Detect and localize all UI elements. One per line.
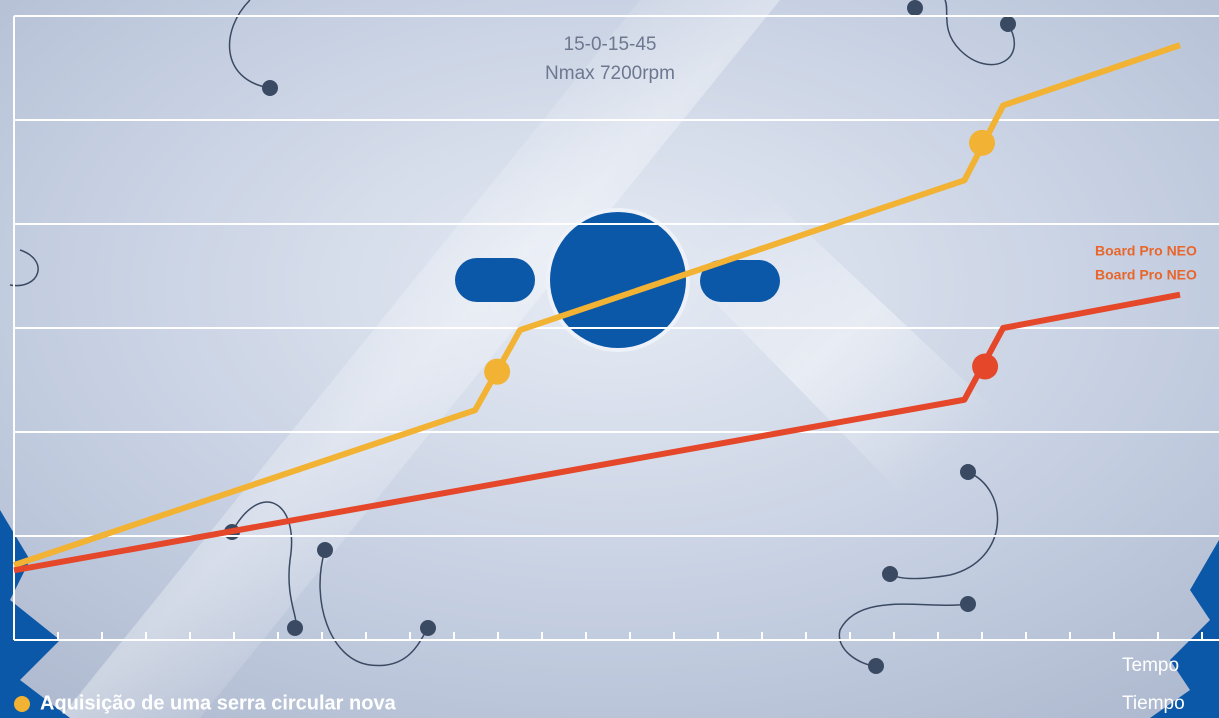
series-line bbox=[13, 42, 1181, 568]
blade-holes bbox=[224, 0, 1016, 674]
blade-text: 15-0-15-45 bbox=[564, 34, 657, 55]
blade-slots bbox=[9, 0, 1015, 667]
legend-text: Aquisição de uma serra circular nova bbox=[40, 692, 397, 714]
highlight-point bbox=[969, 129, 995, 156]
plot bbox=[13, 15, 1219, 641]
highlight-point bbox=[484, 358, 511, 385]
blade-text: Nmax 7200rpm bbox=[545, 63, 675, 84]
blade-hub bbox=[455, 208, 780, 352]
x-axis-label: Tiempo bbox=[1122, 693, 1185, 714]
annotation: Board Pro NEO bbox=[1095, 243, 1197, 259]
legend-marker bbox=[14, 696, 30, 712]
annotation: Board Pro NEO bbox=[1095, 267, 1197, 283]
highlight-point bbox=[972, 353, 999, 380]
x-axis-label: Tempo bbox=[1122, 655, 1179, 676]
shine bbox=[60, 0, 780, 718]
